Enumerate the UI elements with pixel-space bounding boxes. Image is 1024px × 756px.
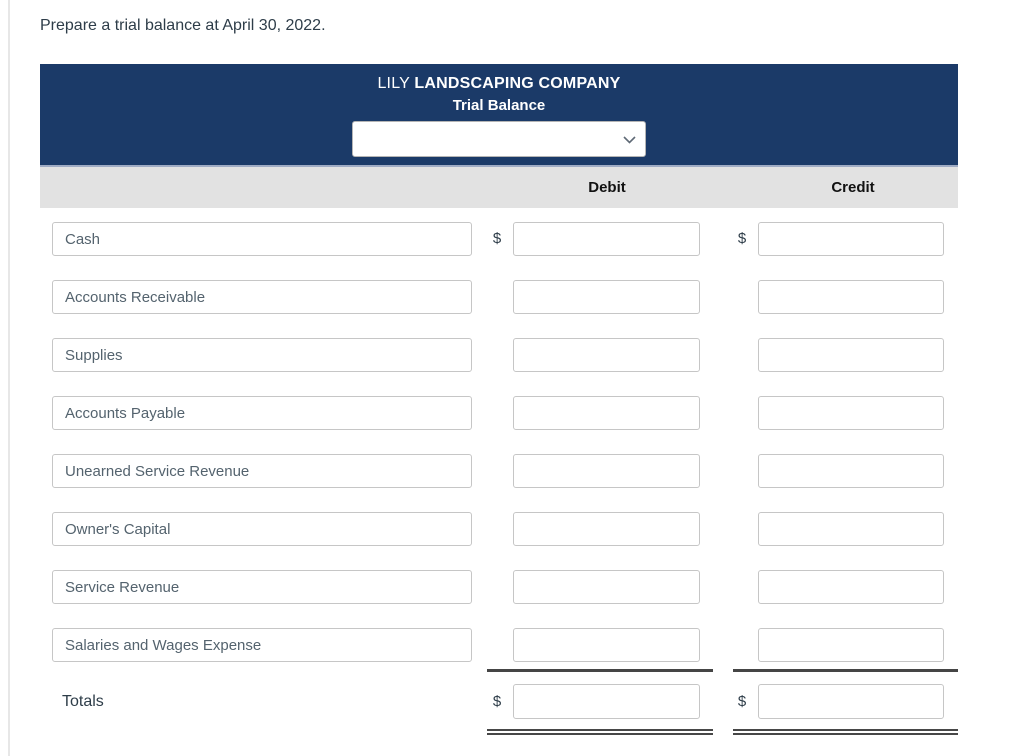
company-name-rest: LANDSCAPING COMPANY: [414, 75, 621, 92]
statement-title: Trial Balance: [452, 97, 546, 114]
credit-currency-symbol: $: [737, 230, 747, 247]
account-row: [0, 454, 1024, 512]
debit-subtotal-rule: [487, 669, 713, 672]
panel-left-border: [8, 0, 10, 756]
totals-row: Totals $ $: [0, 684, 1024, 720]
statement-header: LILY LANDSCAPING COMPANY Trial Balance: [40, 64, 958, 167]
exercise-prompt: Prepare a trial balance at April 30, 202…: [40, 17, 326, 34]
column-header-band: Debit Credit: [40, 167, 958, 208]
credit-column-header: Credit: [831, 179, 875, 196]
account-row: [0, 396, 1024, 454]
account-name-input[interactable]: [52, 454, 472, 488]
debit-amount-input[interactable]: [513, 396, 700, 430]
credit-amount-input[interactable]: [758, 222, 944, 256]
debit-amount-input[interactable]: [513, 454, 700, 488]
totals-debit-input[interactable]: [513, 684, 700, 719]
debit-amount-input[interactable]: [513, 222, 700, 256]
totals-credit-currency-symbol: $: [737, 693, 747, 710]
credit-amount-input[interactable]: [758, 628, 944, 662]
account-row: [0, 280, 1024, 338]
debit-amount-input[interactable]: [513, 280, 700, 314]
debit-column-header: Debit: [588, 179, 626, 196]
account-name-input[interactable]: [52, 570, 472, 604]
company-name-prefix: LILY: [377, 75, 415, 92]
account-row: [0, 512, 1024, 570]
account-name-input[interactable]: [52, 396, 472, 430]
debit-amount-input[interactable]: [513, 512, 700, 546]
credit-total-double-rule: [733, 729, 958, 735]
credit-amount-input[interactable]: [758, 570, 944, 604]
credit-amount-input[interactable]: [758, 338, 944, 372]
account-row: [0, 570, 1024, 628]
totals-label: Totals: [62, 693, 104, 710]
credit-amount-input[interactable]: [758, 396, 944, 430]
account-row: $ $: [0, 222, 1024, 280]
account-name-input[interactable]: [52, 628, 472, 662]
debit-total-double-rule: [487, 729, 713, 735]
account-row: [0, 628, 1024, 686]
account-rows: $ $: [0, 222, 1024, 686]
date-select[interactable]: [352, 121, 646, 157]
account-row: [0, 338, 1024, 396]
company-name: LILY LANDSCAPING COMPANY: [40, 75, 958, 93]
account-name-input[interactable]: [52, 512, 472, 546]
totals-debit-currency-symbol: $: [492, 693, 502, 710]
debit-amount-input[interactable]: [513, 338, 700, 372]
totals-credit-input[interactable]: [758, 684, 944, 719]
credit-amount-input[interactable]: [758, 512, 944, 546]
debit-currency-symbol: $: [492, 230, 502, 247]
account-name-input[interactable]: [52, 338, 472, 372]
account-name-input[interactable]: [52, 222, 472, 256]
credit-amount-input[interactable]: [758, 280, 944, 314]
chevron-down-icon: [623, 136, 636, 144]
credit-subtotal-rule: [733, 669, 958, 672]
account-name-input[interactable]: [52, 280, 472, 314]
debit-amount-input[interactable]: [513, 570, 700, 604]
debit-amount-input[interactable]: [513, 628, 700, 662]
credit-amount-input[interactable]: [758, 454, 944, 488]
